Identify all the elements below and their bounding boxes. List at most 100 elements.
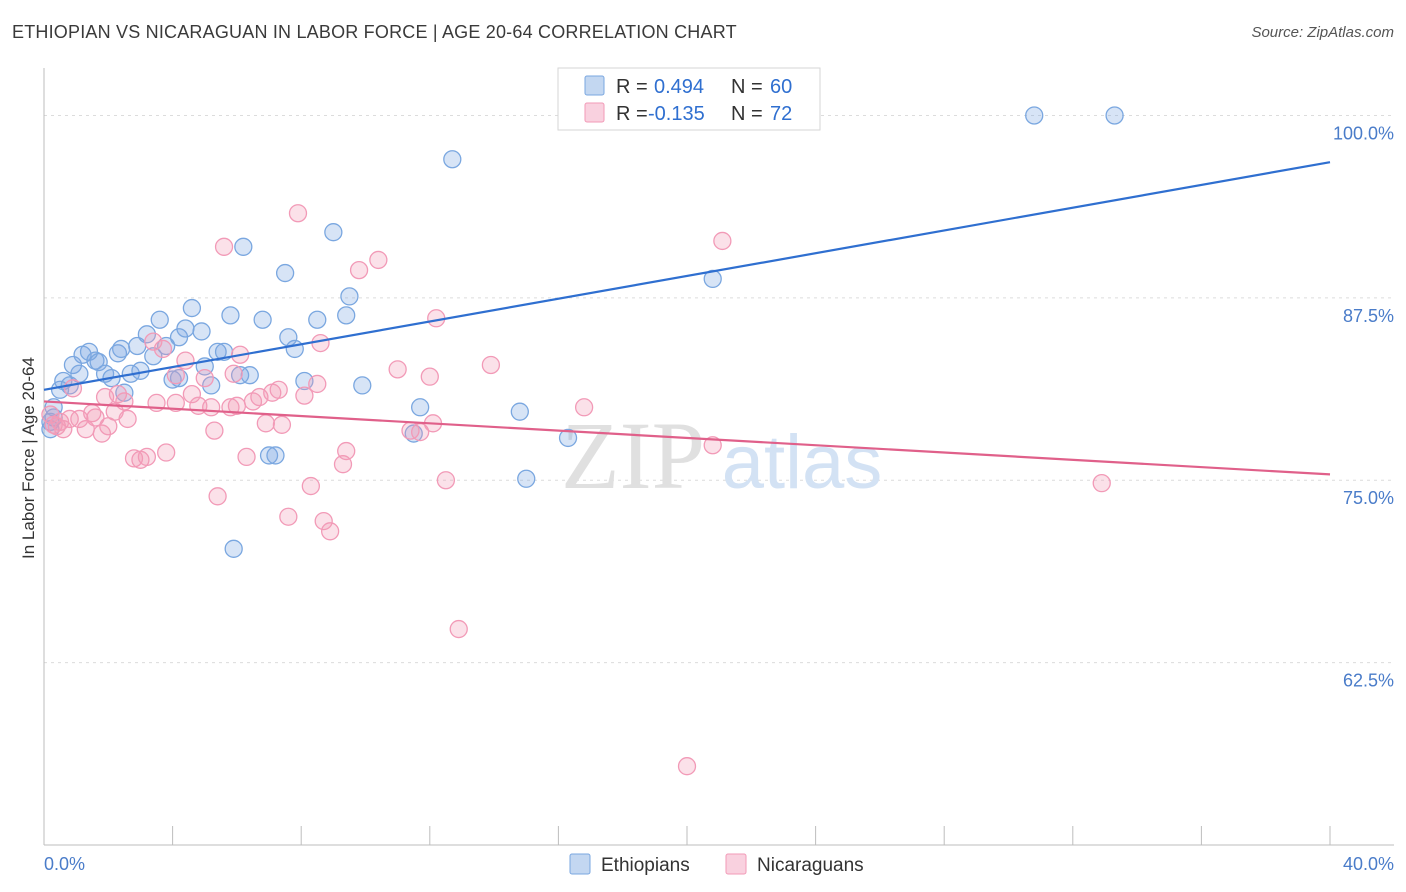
point-ethiopians (89, 352, 108, 372)
point-nicaraguans (677, 757, 697, 776)
legend-r-label-ethiopians: R = (616, 76, 648, 98)
point-nicaraguans (153, 339, 173, 359)
point-nicaraguans (256, 414, 275, 433)
point-ethiopians (558, 428, 578, 448)
point-ethiopians (259, 446, 279, 465)
point-nicaraguans (92, 424, 112, 443)
legend-swatch-nicaraguans (584, 102, 605, 123)
point-ethiopians (137, 325, 157, 344)
point-nicaraguans (320, 522, 340, 541)
point-ethiopians (340, 287, 359, 306)
series-legend-label-nicaraguans: Nicaraguans (757, 855, 864, 876)
point-nicaraguans (157, 443, 176, 462)
point-nicaraguans (703, 436, 722, 455)
point-ethiopians (411, 398, 430, 417)
point-nicaraguans (369, 250, 388, 270)
chart-title: ETHIOPIAN VS NICARAGUAN IN LABOR FORCE |… (12, 22, 737, 42)
legend-r-value-nicaraguans: -0.135 (648, 103, 705, 125)
point-ethiopians (230, 366, 250, 385)
point-nicaraguans (166, 393, 185, 413)
point-nicaraguans (713, 231, 732, 251)
point-nicaraguans (144, 332, 163, 351)
point-ethiopians (1105, 106, 1124, 125)
stats-legend: R = 0.494 N = 60 R = -0.135 N = 72 (557, 67, 821, 131)
y-axis-label: In Labor Force | Age 20-64 (19, 357, 38, 559)
point-ethiopians (253, 310, 272, 329)
point-nicaraguans (308, 374, 327, 394)
watermark: ZIP atlas (561, 402, 882, 509)
point-ethiopians (202, 376, 221, 395)
point-ethiopians (353, 376, 372, 395)
point-ethiopians (404, 424, 423, 443)
y-tick-label: 75.0% (1343, 488, 1394, 508)
point-nicaraguans (388, 360, 407, 379)
point-nicaraguans (166, 366, 185, 385)
y-tick-label: 100.0% (1333, 123, 1394, 143)
point-ethiopians (324, 223, 343, 242)
point-nicaraguans (182, 385, 202, 404)
point-nicaraguans (337, 441, 356, 461)
point-nicaraguans (288, 204, 308, 223)
point-nicaraguans (202, 398, 221, 417)
point-nicaraguans (420, 367, 439, 386)
point-ethiopians (1025, 106, 1044, 125)
watermark-zip: ZIP (561, 402, 705, 509)
point-nicaraguans (301, 476, 320, 496)
point-ethiopians (337, 306, 356, 325)
point-nicaraguans (208, 487, 227, 506)
point-nicaraguans (314, 511, 333, 531)
point-nicaraguans (1092, 474, 1111, 493)
point-nicaraguans (237, 447, 256, 467)
legend-n-label-nicaraguans: N = (731, 103, 763, 125)
legend-r-value-ethiopians: 0.494 (654, 76, 704, 98)
point-nicaraguans (63, 379, 83, 398)
tick-labels: 62.5% 75.0% 87.5% 100.0% 0.0% 40.0% (44, 123, 1394, 874)
point-nicaraguans (60, 409, 79, 429)
point-nicaraguans (574, 398, 594, 417)
point-nicaraguans (54, 420, 73, 439)
point-ethiopians (221, 306, 240, 325)
legend-n-value-ethiopians: 60 (770, 76, 792, 98)
point-ethiopians (150, 310, 169, 329)
point-ethiopians (144, 347, 163, 366)
point-nicaraguans (436, 471, 456, 490)
trend-lines (43, 161, 1331, 476)
point-ethiopians (517, 469, 536, 488)
point-nicaraguans (449, 619, 468, 639)
legend-r-label-nicaraguans: R = (616, 103, 648, 125)
point-nicaraguans (272, 415, 292, 434)
point-nicaraguans (137, 447, 157, 467)
point-nicaraguans (349, 260, 369, 280)
axes (43, 68, 1394, 846)
point-nicaraguans (205, 421, 224, 440)
series-legend-swatch-ethiopians (569, 853, 591, 875)
watermark-atlas: atlas (722, 420, 883, 505)
series-legend-swatch-nicaraguans (725, 853, 747, 875)
series-legend-label-ethiopians: Ethiopians (601, 855, 690, 876)
y-tick-label: 87.5% (1343, 306, 1394, 326)
trend-line-ethiopians (43, 161, 1331, 391)
point-ethiopians (176, 319, 195, 338)
point-ethiopians (112, 339, 131, 359)
point-ethiopians (182, 298, 202, 318)
point-nicaraguans (41, 405, 60, 424)
point-ethiopians (224, 539, 243, 558)
trend-line-nicaraguans (43, 400, 1331, 476)
legend-n-label-ethiopians: N = (731, 76, 763, 98)
point-nicaraguans (295, 386, 314, 405)
x-tick-label: 0.0% (44, 854, 85, 874)
point-nicaraguans (118, 409, 137, 429)
point-ethiopians (240, 366, 259, 385)
y-tick-label: 62.5% (1343, 671, 1394, 691)
point-ethiopians (443, 150, 462, 169)
point-nicaraguans (279, 507, 298, 526)
point-ethiopians (275, 263, 295, 283)
point-nicaraguans (214, 237, 234, 256)
x-tick-label: 40.0% (1343, 854, 1394, 874)
point-nicaraguans (108, 385, 128, 404)
point-nicaraguans (481, 355, 501, 375)
series-legend: Ethiopians Nicaraguans (569, 853, 864, 876)
point-ethiopians (208, 342, 227, 361)
legend-swatch-ethiopians (584, 75, 605, 96)
